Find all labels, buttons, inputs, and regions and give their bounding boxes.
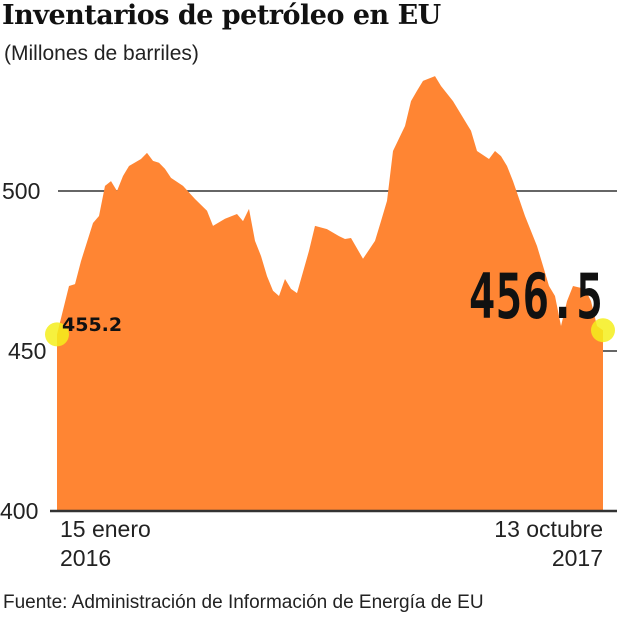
x-label-start-line1: 15 enero [60,516,151,542]
start-value-label: 455.2 [62,314,122,336]
source-note: Fuente: Administración de Información de… [3,592,484,613]
chart: 400 450 500 455.2 456.5 15 enero 2016 13 o… [0,76,617,571]
end-highlight-dot [591,318,615,343]
x-label-start-line2: 2016 [60,545,111,571]
chart-subtitle: (Millones de barriles) [4,42,199,65]
y-tick-label: 450 [8,338,46,364]
area-series [57,76,603,511]
chart-title: Inventarios de petróleo en EU [2,0,441,31]
y-tick-label: 500 [2,178,40,204]
x-label-end-line2: 2017 [552,545,603,571]
x-label-end-line1: 13 octubre [494,516,603,542]
start-highlight-dot [45,322,69,347]
y-tick-label: 400 [0,498,38,524]
end-value-label: 456.5 [469,261,603,333]
